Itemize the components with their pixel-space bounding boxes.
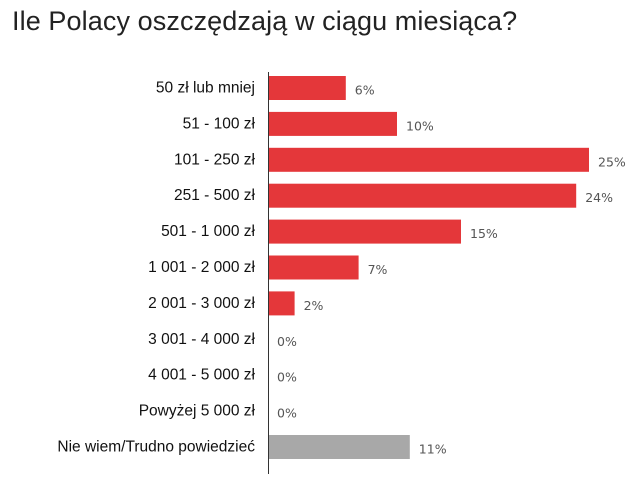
value-label: 2% (304, 298, 324, 313)
category-label: 251 - 500 zł (174, 187, 256, 204)
category-label: 4 001 - 5 000 zł (148, 367, 255, 384)
value-label: 7% (368, 262, 388, 277)
value-label: 15% (470, 226, 498, 241)
bar (269, 255, 359, 280)
category-labels: 50 zł lub mniej 51 - 100 zł 101 - 250 zł 25… (57, 80, 255, 456)
bar (269, 111, 397, 136)
category-label: Powyżej 5 000 zł (139, 403, 256, 420)
category-label: 2 001 - 3 000 zł (148, 295, 255, 312)
category-label: Nie wiem/Trudno powiedzieć (57, 439, 255, 456)
bar (269, 291, 295, 316)
value-label: 0% (277, 406, 297, 421)
category-label: 1 001 - 2 000 zł (148, 259, 255, 276)
bar (269, 76, 346, 100)
value-labels: 6% 10% 25% 24% 15% 7% 2% 0% 0% 0% 11% (277, 83, 626, 457)
category-label: 50 zł lub mniej (156, 80, 255, 97)
bar (269, 183, 577, 208)
value-label: 0% (277, 334, 297, 349)
category-label: 3 001 - 4 000 zł (148, 331, 255, 348)
bar (269, 147, 589, 172)
value-label: 10% (406, 118, 434, 133)
value-label: 11% (419, 442, 447, 457)
bar (269, 435, 410, 459)
value-label: 6% (355, 83, 375, 98)
bar (269, 219, 461, 244)
category-label: 101 - 250 zł (174, 151, 256, 168)
chart-title: Ile Polacy oszczędzają w ciągu miesiąca? (12, 6, 518, 36)
value-label: 0% (277, 370, 297, 385)
bars (269, 76, 589, 459)
category-label: 51 - 100 zł (183, 115, 256, 132)
value-label: 24% (585, 190, 613, 205)
category-label: 501 - 1 000 zł (161, 223, 255, 240)
value-label: 25% (598, 154, 626, 169)
